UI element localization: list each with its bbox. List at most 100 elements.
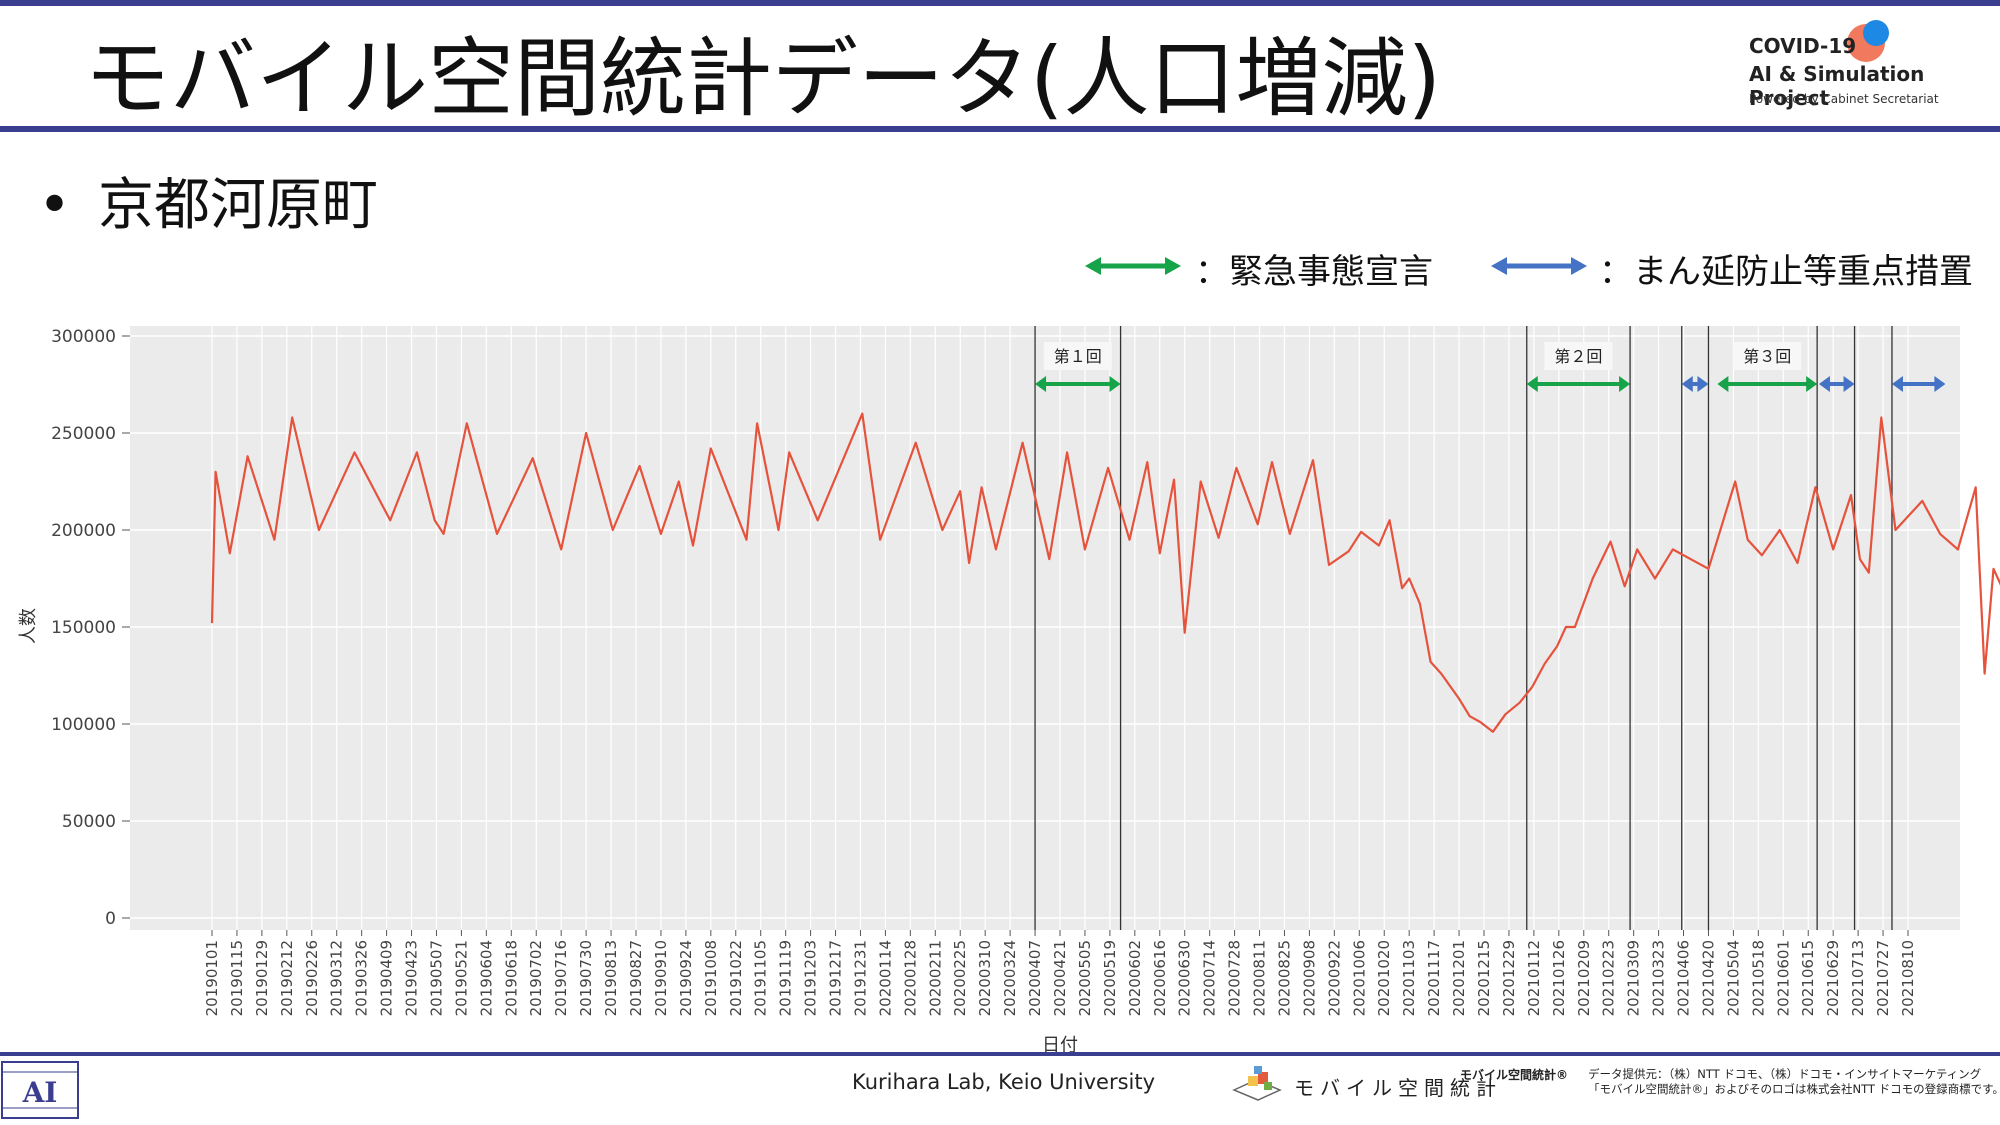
data-credit: データ提供元：（株）NTT ドコモ、（株）ドコモ・インサイトマーケティング 「モ…	[1588, 1067, 2000, 1097]
x-tick-label: 20190312	[328, 940, 346, 1016]
x-tick-label: 20200421	[1051, 940, 1069, 1016]
period-label: 第２回	[1554, 347, 1602, 366]
svg-text:AI: AI	[22, 1076, 58, 1109]
x-tick-label: 20191105	[752, 940, 770, 1016]
x-tick-label: 20200310	[976, 940, 994, 1016]
x-tick-label: 20190521	[452, 940, 470, 1016]
bullet-location: • 京都河原町	[38, 160, 378, 241]
x-tick-label: 20190716	[552, 940, 570, 1016]
x-tick-label: 20210309	[1625, 940, 1643, 1016]
y-tick-label: 250000	[51, 424, 116, 444]
emergency-period-arrow	[1035, 376, 1121, 392]
y-tick-labels: 0 50000 100000 150000 200000 250000 300000	[51, 327, 130, 929]
x-tick-label: 20190813	[602, 940, 620, 1016]
x-tick-label: 20200505	[1076, 940, 1094, 1016]
logo-blue-dot	[1863, 20, 1889, 46]
x-tick-label: 20190604	[477, 940, 495, 1016]
period-label-bg	[1544, 342, 1613, 370]
credit-line1: データ提供元：（株）NTT ドコモ、（株）ドコモ・インサイトマーケティング	[1588, 1067, 1982, 1081]
population-series-line	[210, 412, 2000, 733]
x-tick-label: 20190101	[203, 940, 221, 1016]
lab-logo-icon: AI	[1, 1061, 79, 1119]
logo-line3: Powered by Cabinet Secretariat	[1749, 92, 1939, 106]
x-tick-label: 20200728	[1226, 940, 1244, 1016]
x-tick-label: 20190129	[253, 940, 271, 1016]
x-tick-label: 20210810	[1899, 940, 1917, 1016]
plot-panel	[130, 326, 1960, 930]
x-tick-label: 20210713	[1849, 940, 1867, 1016]
period-label: 第３回	[1743, 347, 1791, 366]
x-tick-label: 20190226	[303, 940, 321, 1016]
footer-lab-name: Kurihara Lab, Keio University	[852, 1070, 1156, 1094]
x-tick-label: 20200211	[926, 940, 944, 1016]
x-axis-label: 日付	[1042, 1035, 1078, 1056]
x-tick-label: 20191022	[727, 940, 745, 1016]
mobile-stat-brand: モバイル空間統計®	[1460, 1068, 1569, 1082]
x-tick-label: 20201103	[1400, 940, 1418, 1016]
x-tick-label: 20190827	[627, 940, 645, 1016]
x-tick-label: 20210504	[1724, 940, 1742, 1016]
x-tick-label: 20191008	[702, 940, 720, 1016]
x-tick-label: 20200630	[1176, 940, 1194, 1016]
x-tick-label: 20200114	[876, 940, 894, 1016]
x-tick-label: 20190326	[353, 940, 371, 1016]
green-double-arrow-icon	[1085, 257, 1181, 275]
x-tick-label: 20200811	[1251, 940, 1269, 1016]
logo-line2: AI & Simulation Project	[1749, 62, 1925, 110]
credit-line2: 「モバイル空間統計®」およびそのロゴは株式会社NTT ドコモの登録商標です。	[1588, 1082, 2000, 1096]
emergency-period-arrow	[1717, 376, 1818, 392]
x-tick-label: 20200324	[1001, 940, 1019, 1016]
period-label-bg	[1733, 342, 1802, 370]
legend-priority-label: ：まん延防止等重点措置	[1599, 252, 1973, 292]
title-underline	[0, 126, 2000, 132]
x-tick-label: 20200908	[1300, 940, 1318, 1016]
population-line-chart: 第１回 第２回 第３回 0 50000 100000 150000 200000 250000…	[18, 326, 2000, 1056]
legend-emergency-label: ：緊急事態宣言	[1195, 252, 1433, 292]
x-tick-label: 20190924	[677, 940, 695, 1016]
x-tick-label: 20210406	[1675, 940, 1693, 1016]
priority-period-arrow	[1818, 376, 1855, 392]
x-tick-label: 20201006	[1350, 940, 1368, 1016]
x-tick-label: 20190730	[577, 940, 595, 1016]
period-labels: 第１回 第２回 第３回	[1043, 342, 1802, 370]
bullet-text: 京都河原町	[98, 173, 378, 238]
logo-line1: COVID-19	[1749, 34, 1857, 58]
y-tick-label: 300000	[51, 327, 116, 347]
x-tick-label: 20210126	[1550, 940, 1568, 1016]
x-tick-label: 20190212	[278, 940, 296, 1016]
y-axis-label: 人数	[18, 608, 39, 644]
x-tick-label: 20191119	[777, 940, 795, 1016]
priority-period-arrow	[1891, 376, 1946, 392]
x-tick-label: 20210518	[1749, 940, 1767, 1016]
y-tick-label: 50000	[62, 812, 116, 832]
x-tick-label: 20190423	[403, 940, 421, 1016]
footer-rule	[0, 1052, 2000, 1056]
x-tick-label: 20201020	[1375, 940, 1393, 1016]
mobile-stat-cube-icon	[1232, 1066, 1282, 1101]
x-tick-label: 20201229	[1500, 940, 1518, 1016]
blue-double-arrow-icon	[1491, 257, 1587, 275]
x-tick-label: 20190409	[378, 940, 396, 1016]
x-tick-label: 20201215	[1475, 940, 1493, 1016]
x-tick-label: 20190910	[652, 940, 670, 1016]
gridlines	[130, 326, 1960, 930]
y-tick-label: 0	[105, 909, 116, 929]
x-tick-label: 20210223	[1600, 940, 1618, 1016]
x-tick-label: 20191203	[802, 940, 820, 1016]
top-rule	[0, 0, 2000, 6]
x-tick-label: 20201117	[1425, 940, 1443, 1016]
x-tick-label: 20200616	[1151, 940, 1169, 1016]
x-tick-label: 20210420	[1699, 940, 1717, 1016]
x-tick-label: 20200128	[901, 940, 919, 1016]
x-tick-label: 20200519	[1101, 940, 1119, 1016]
y-tick-label: 100000	[51, 715, 116, 735]
x-tick-label: 20191217	[827, 940, 845, 1016]
x-tick-label: 20210629	[1824, 940, 1842, 1016]
x-tick-label: 20190618	[502, 940, 520, 1016]
x-tick-label: 20210323	[1650, 940, 1668, 1016]
x-tick-label: 20200825	[1275, 940, 1293, 1016]
x-tick-label: 20210601	[1774, 940, 1792, 1016]
bullet-dot: •	[38, 173, 72, 238]
y-tick-label: 200000	[51, 521, 116, 541]
x-tick-label: 20200225	[951, 940, 969, 1016]
